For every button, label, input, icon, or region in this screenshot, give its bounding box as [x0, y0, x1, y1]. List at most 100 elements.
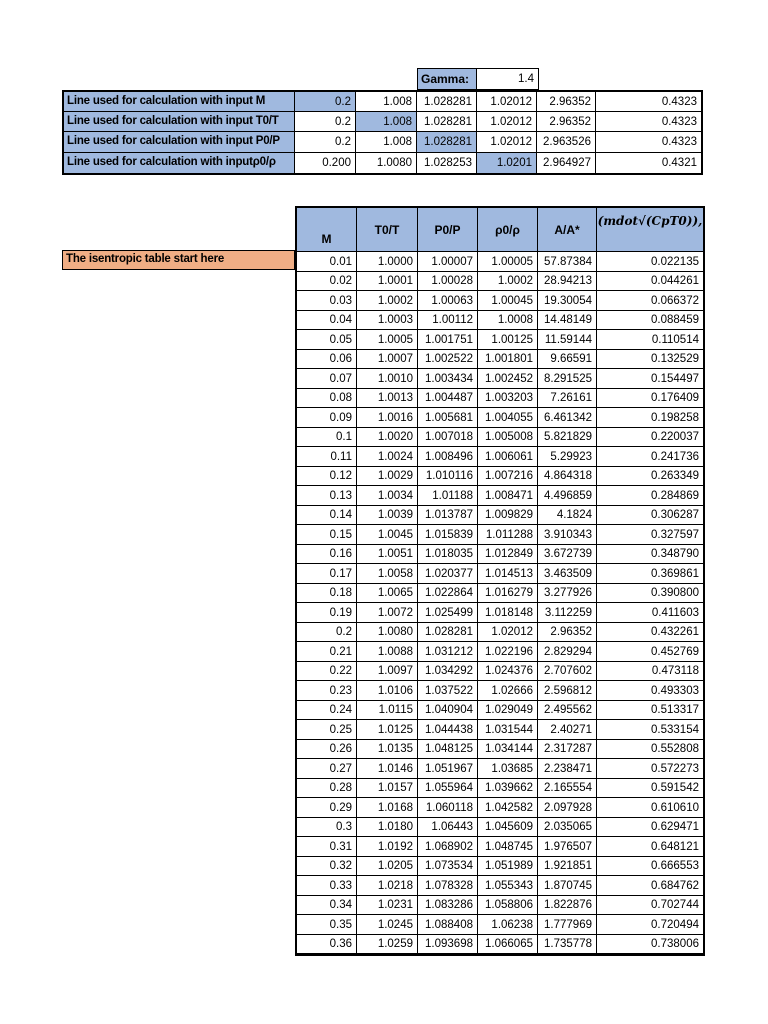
table-cell: 1.0058	[357, 564, 418, 584]
table-cell: 1.055343	[478, 876, 538, 896]
table-cell: 1.024376	[478, 661, 538, 681]
calc-line-value: 2.96352	[537, 112, 596, 133]
calc-line-value: 0.4323	[596, 92, 701, 113]
table-cell: 1.083286	[418, 895, 478, 915]
calc-line-value: 1.028253	[417, 152, 477, 173]
table-cell: 0.1	[297, 427, 357, 447]
calc-line-label: Line used for calculation with input M	[64, 92, 295, 113]
table-cell: 1.00045	[478, 291, 538, 311]
table-cell: 1.0010	[357, 369, 418, 389]
table-cell: 1.048125	[418, 739, 478, 759]
table-cell: 1.013787	[418, 505, 478, 525]
table-cell: 0.08	[297, 388, 357, 408]
table-cell: 1.0097	[357, 661, 418, 681]
calc-line-value: 1.028281	[417, 92, 477, 113]
table-cell: 2.317287	[538, 739, 597, 759]
table-cell: 9.66591	[538, 349, 597, 369]
table-cell: 1.0000	[357, 252, 418, 272]
table-cell: 0.19	[297, 603, 357, 623]
table-cell: 1.068902	[418, 837, 478, 857]
table-cell: 0.132529	[597, 350, 703, 369]
table-cell: 1.0080	[357, 622, 418, 642]
calc-line-value: 0.2	[295, 92, 356, 113]
table-cell: 1.031544	[478, 720, 538, 740]
table-cell: 1.007018	[418, 427, 478, 447]
table-cell: 2.035065	[538, 817, 597, 837]
table-cell: 1.06238	[478, 915, 538, 935]
table-cell: 0.552808	[597, 740, 703, 759]
table-cell: 1.031212	[418, 642, 478, 662]
table-cell: 0.176409	[597, 389, 703, 408]
table-cell: 1.055964	[418, 778, 478, 798]
calc-line-value: 1.0080	[356, 152, 417, 173]
table-cell: 1.0005	[357, 330, 418, 350]
table-cell: 1.02012	[478, 622, 538, 642]
table-cell: 0.33	[297, 876, 357, 896]
calc-line-value: 0.200	[295, 152, 356, 173]
table-cell: 1.0024	[357, 447, 418, 467]
column-header-aastar: A/A*	[538, 208, 597, 252]
table-cell: 0.17	[297, 564, 357, 584]
gamma-value-cell: 1.4	[477, 68, 539, 90]
table-cell: 3.277926	[538, 583, 597, 603]
table-cell: 0.088459	[597, 311, 703, 330]
table-cell: 1.0013	[357, 388, 418, 408]
table-cell: 0.263349	[597, 467, 703, 486]
table-cell: 1.0115	[357, 700, 418, 720]
calc-line-value: 2.964927	[537, 152, 596, 173]
table-cell: 3.112259	[538, 603, 597, 623]
table-cell: 0.241736	[597, 447, 703, 467]
table-cell: 3.672739	[538, 544, 597, 564]
table-cell: 1.060118	[418, 798, 478, 818]
table-cell: 0.34	[297, 895, 357, 915]
table-cell: 1.03685	[478, 759, 538, 779]
calc-line-label: Line used for calculation with input T0/…	[64, 112, 295, 133]
table-cell: 1.0007	[357, 349, 418, 369]
calc-line-value: 1.028281	[417, 112, 477, 133]
table-cell: 0.066372	[597, 291, 703, 311]
table-cell: 1.004487	[418, 388, 478, 408]
table-cell: 0.15	[297, 525, 357, 545]
table-cell: 0.27	[297, 759, 357, 779]
calc-line-label: Line used for calculation with input P0/…	[64, 132, 295, 153]
table-cell: 0.35	[297, 915, 357, 935]
table-cell: 1.0146	[357, 759, 418, 779]
table-cell: 1.003203	[478, 388, 538, 408]
table-cell: 2.238471	[538, 759, 597, 779]
table-cell: 0.738006	[597, 935, 703, 954]
table-cell: 1.066065	[478, 934, 538, 954]
table-cell: 2.707602	[538, 661, 597, 681]
table-cell: 1.0003	[357, 310, 418, 330]
table-cell: 1.0205	[357, 856, 418, 876]
table-cell: 1.0051	[357, 544, 418, 564]
table-cell: 0.533154	[597, 720, 703, 740]
table-cell: 0.044261	[597, 272, 703, 291]
table-cell: 1.042582	[478, 798, 538, 818]
table-cell: 1.022196	[478, 642, 538, 662]
table-cell: 0.32	[297, 856, 357, 876]
table-cell: 1.0088	[357, 642, 418, 662]
table-cell: 0.648121	[597, 837, 703, 857]
table-cell: 0.684762	[597, 876, 703, 896]
column-header-rho0rho: ρ0/ρ	[478, 208, 538, 252]
table-cell: 0.23	[297, 681, 357, 701]
table-cell: 6.461342	[538, 408, 597, 428]
table-cell: 0.610610	[597, 798, 703, 818]
table-cell: 1.006061	[478, 447, 538, 467]
table-cell: 1.0180	[357, 817, 418, 837]
table-cell: 1.00007	[418, 252, 478, 272]
table-cell: 2.165554	[538, 778, 597, 798]
table-cell: 1.018035	[418, 544, 478, 564]
table-cell: 0.04	[297, 310, 357, 330]
calc-line-value: 1.008	[356, 112, 417, 133]
table-cell: 1.0125	[357, 720, 418, 740]
table-cell: 1.00112	[418, 310, 478, 330]
table-cell: 1.0135	[357, 739, 418, 759]
table-cell: 1.001801	[478, 349, 538, 369]
table-cell: 1.0045	[357, 525, 418, 545]
table-cell: 1.00125	[478, 330, 538, 350]
table-cell: 1.034144	[478, 739, 538, 759]
table-cell: 1.034292	[418, 661, 478, 681]
table-cell: 1.073534	[418, 856, 478, 876]
table-cell: 1.015839	[418, 525, 478, 545]
